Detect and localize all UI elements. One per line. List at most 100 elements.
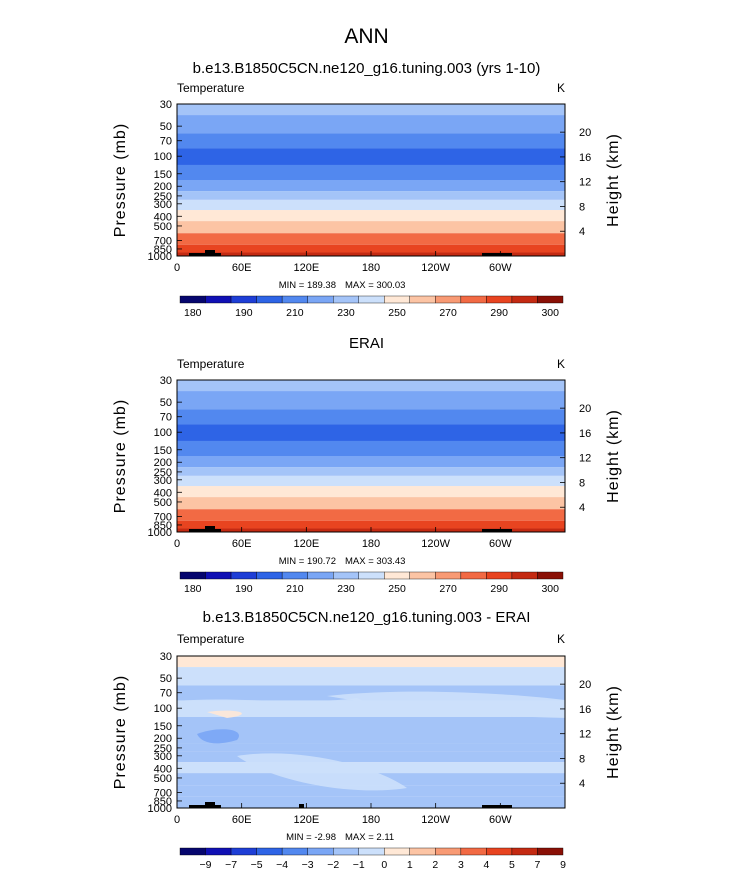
colorbar-label: 2: [432, 859, 438, 871]
y-axis-label: Pressure (mb): [112, 399, 129, 513]
y-tick-label: 300: [154, 751, 172, 763]
band-70mb: [177, 409, 565, 425]
x-tick-label: 180: [362, 814, 380, 826]
colorbar-label: 270: [439, 307, 457, 319]
colorbar-label: −9: [200, 859, 212, 871]
max-label: MAX = 300.03: [345, 280, 405, 291]
colorbar-label: −1: [353, 859, 365, 871]
colorbar-swatch: [307, 847, 334, 856]
diff-blob-4: [327, 691, 565, 718]
y-tick-label: 500: [154, 773, 172, 785]
y-tick-label: 150: [154, 169, 172, 181]
y2-tick-label: 20: [579, 127, 591, 139]
colorbar-swatch: [511, 295, 538, 304]
min-label: MIN = -2.98: [286, 832, 336, 843]
colorbar-label: 300: [541, 583, 559, 595]
band-30mb: [177, 656, 565, 668]
band-250mb: [177, 467, 565, 476]
units-label: K: [557, 632, 565, 646]
band-300mb: [177, 475, 565, 487]
band-150mb: [177, 440, 565, 456]
x-tick-label: 120E: [293, 814, 319, 826]
colorbar-label: 210: [286, 307, 304, 319]
x-tick-label: 60E: [232, 814, 252, 826]
y-tick-label: 100: [154, 703, 172, 715]
colorbar-swatch: [460, 295, 487, 304]
colorbar-label: 250: [388, 583, 406, 595]
band-100mb: [177, 424, 565, 441]
y2-axis-label: Height (km): [605, 133, 622, 227]
colorbar-swatch: [230, 571, 257, 580]
y-tick-label: 400: [154, 211, 172, 223]
x-tick-label: 120W: [421, 538, 450, 550]
y-tick-label: 300: [154, 475, 172, 487]
y-tick-label: 200: [154, 457, 172, 469]
colorbar-swatch: [435, 295, 462, 304]
diff-blob-3: [237, 753, 407, 791]
colorbar-swatch: [384, 571, 410, 580]
colorbar-label: 9: [560, 859, 566, 871]
x-tick-label: 180: [362, 538, 380, 550]
colorbar-swatch: [256, 847, 283, 856]
y2-tick-label: 12: [579, 729, 591, 741]
colorbar-label: 180: [184, 307, 202, 319]
colorbar-swatch: [486, 295, 513, 304]
colorbar-swatch: [179, 295, 206, 304]
colorbar-label: 190: [235, 583, 253, 595]
band-400mb: [177, 486, 565, 498]
colorbar-label: 0: [381, 859, 387, 871]
x-tick-label: 60W: [489, 538, 512, 550]
colorbar-swatch: [205, 571, 232, 580]
colorbar-label: 290: [490, 307, 508, 319]
band-500mb: [177, 221, 565, 234]
diff-blob-2: [207, 710, 242, 718]
band-300mb: [177, 751, 565, 763]
colorbar-swatch: [409, 571, 436, 580]
band-250mb: [177, 743, 565, 752]
x-tick-label: 120E: [293, 262, 319, 274]
band-400mb: [177, 210, 565, 222]
colorbar-label: −2: [327, 859, 339, 871]
x-tick-label: 180: [362, 262, 380, 274]
colorbar-swatch: [307, 571, 334, 580]
y-tick-label: 50: [160, 121, 172, 133]
x-tick-label: 0: [174, 814, 180, 826]
colorbar-swatch: [486, 847, 513, 856]
colorbar-label: −3: [302, 859, 314, 871]
colorbar-swatch: [409, 847, 436, 856]
y-tick-label: 700: [154, 788, 172, 800]
colorbar-swatch: [537, 295, 564, 304]
colorbar-label: 190: [235, 307, 253, 319]
band-250mb: [177, 191, 565, 200]
y-tick-label: 250: [154, 743, 172, 755]
diff-blob-5: [197, 729, 239, 744]
band-700mb: [177, 509, 565, 521]
band-150mb: [177, 716, 565, 732]
band-50mb: [177, 115, 565, 134]
y2-tick-label: 20: [579, 403, 591, 415]
colorbar-label: 210: [286, 583, 304, 595]
y-tick-label: 70: [160, 688, 172, 700]
max-label: MAX = 2.11: [345, 832, 394, 843]
colorbar-label: 230: [337, 583, 355, 595]
colorbar-label: 230: [337, 307, 355, 319]
y-axis-label: Pressure (mb): [112, 123, 129, 237]
colorbar-swatch: [333, 295, 359, 304]
y2-tick-label: 20: [579, 679, 591, 691]
y2-tick-label: 4: [579, 778, 585, 790]
y2-tick-label: 4: [579, 226, 585, 238]
y-tick-label: 70: [160, 412, 172, 424]
colorbar-swatch: [409, 295, 436, 304]
variable-label: Temperature: [177, 81, 245, 95]
colorbar-swatch: [460, 571, 487, 580]
band-100mb: [177, 148, 565, 165]
colorbar-swatch: [358, 295, 385, 304]
colorbar-label: 250: [388, 307, 406, 319]
colorbar-swatch: [384, 847, 410, 856]
x-tick-label: 60W: [489, 814, 512, 826]
x-tick-label: 0: [174, 262, 180, 274]
band-30mb: [177, 380, 565, 392]
